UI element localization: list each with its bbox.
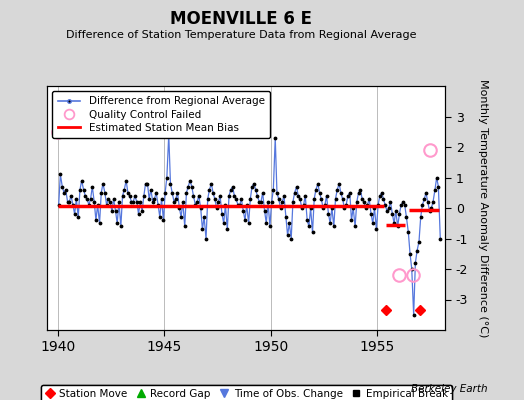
Text: Difference of Station Temperature Data from Regional Average: Difference of Station Temperature Data f… (66, 30, 416, 40)
Text: Berkeley Earth: Berkeley Earth (411, 384, 487, 394)
Legend: Station Move, Record Gap, Time of Obs. Change, Empirical Break: Station Move, Record Gap, Time of Obs. C… (40, 384, 452, 400)
Text: MOENVILLE 6 E: MOENVILLE 6 E (170, 10, 312, 28)
Y-axis label: Monthly Temperature Anomaly Difference (°C): Monthly Temperature Anomaly Difference (… (478, 79, 488, 337)
